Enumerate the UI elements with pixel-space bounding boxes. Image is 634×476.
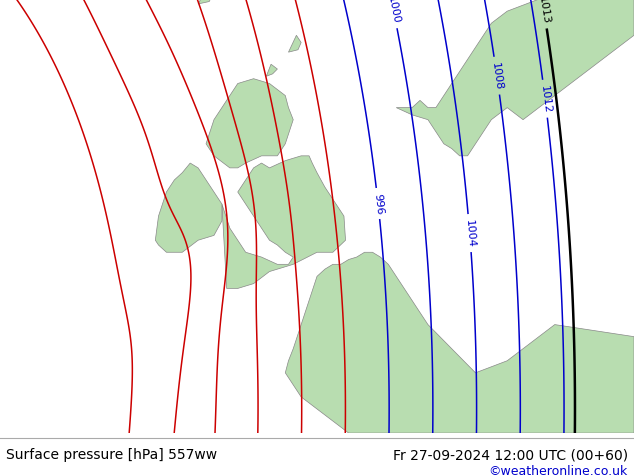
Text: ©weatheronline.co.uk: ©weatheronline.co.uk [488,465,628,476]
Polygon shape [285,253,634,433]
Polygon shape [288,36,301,53]
Text: 1000: 1000 [385,0,401,25]
Polygon shape [266,65,278,77]
Polygon shape [396,0,634,157]
Text: 1013: 1013 [536,0,551,25]
Text: 1008: 1008 [490,62,504,91]
Polygon shape [155,164,222,253]
Polygon shape [222,157,346,289]
Text: 1012: 1012 [538,85,552,114]
Text: 996: 996 [372,193,384,215]
Text: 1004: 1004 [463,219,476,248]
Text: Surface pressure [hPa] 557ww: Surface pressure [hPa] 557ww [6,447,217,462]
Text: Fr 27-09-2024 12:00 UTC (00+60): Fr 27-09-2024 12:00 UTC (00+60) [392,447,628,462]
Polygon shape [206,79,293,169]
Polygon shape [198,0,214,5]
